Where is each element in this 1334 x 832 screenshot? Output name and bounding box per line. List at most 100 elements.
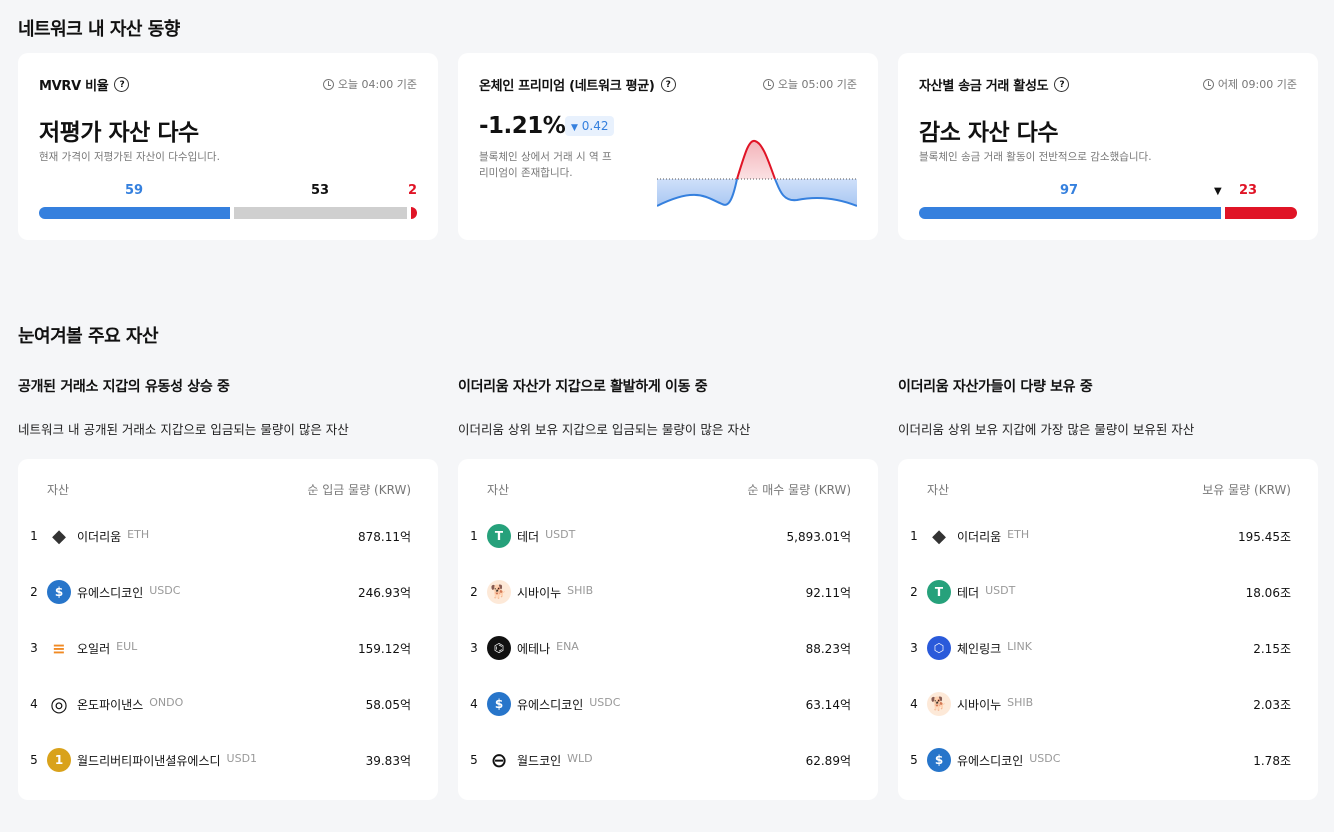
timestamp: 오늘 05:00 기준 [777,78,857,91]
increase-count: 23 [1239,183,1258,198]
list-description: 이더리움 상위 보유 지갑에 가장 많은 물량이 보유된 자산 [898,422,1195,437]
asset-symbol: USDC [149,583,181,597]
asset-symbol: EUL [116,639,138,653]
rank: 2 [30,585,38,599]
undervalued-segment [39,207,231,219]
table-row[interactable]: 5 1 월드리버티파이낸셜유에스디 USD1 39.83억 [18,746,438,774]
asset-name: 이더리움 [957,529,1002,544]
neutral-count: 53 [311,183,330,198]
asset-name: 테더 [517,529,540,544]
worldcoin-icon: ⊖ [487,748,511,772]
table-row[interactable]: 3 ⬡ 체인링크 LINK 2.15조 [898,634,1318,662]
section-title: 네트워크 내 자산 동향 [18,19,180,40]
help-icon[interactable]: ? [660,77,676,92]
asset-name: 에테나 [517,641,551,656]
column-header-asset: 자산 [47,483,70,497]
table-row[interactable]: 4 🐕 시바이누 SHIB 2.03조 [898,690,1318,718]
decrease-count: 97 [1060,183,1079,198]
table-row[interactable]: 4 $ 유에스디코인 USDC 63.14억 [458,690,878,718]
usdc-icon: $ [927,748,951,772]
rank: 2 [910,585,918,599]
asset-symbol: SHIB [1007,695,1034,709]
mvrv-card: MVRV 비율? 오늘 04:00 기준 저평가 자산 다수 현재 가격이 저평… [18,53,438,240]
asset-symbol: ONDO [149,695,184,709]
asset-symbol: USDT [985,583,1016,597]
help-icon[interactable]: ? [1054,77,1070,92]
column-header-asset: 자산 [927,483,950,497]
asset-value: 878.11억 [357,529,411,544]
asset-name: 시바이누 [957,697,1002,712]
section-title: 눈여겨볼 주요 자산 [18,326,159,347]
description: 현재 가격이 저평가된 자산이 다수입니다. [39,151,220,163]
decrease-segment [919,207,1222,219]
asset-name: 유에스디코인 [517,697,584,712]
rank: 3 [910,641,918,655]
list-description: 이더리움 상위 보유 지갑으로 입금되는 물량이 많은 자산 [458,422,751,437]
column-header-value: 순 매수 물량 (KRW) [747,483,851,497]
asset-table: 자산 순 매수 물량 (KRW) 1 T 테더 USDT 5,893.01억 2 🐕… [458,459,878,800]
table-row[interactable]: 4 ◎ 온도파이낸스 ONDO 58.05억 [18,690,438,718]
headline: 감소 자산 다수 [919,120,1058,146]
asset-value: 5,893.01억 [786,529,851,544]
table-row[interactable]: 2 🐕 시바이누 SHIB 92.11억 [458,578,878,606]
chainlink-icon: ⬡ [927,636,951,660]
tether-icon: T [927,580,951,604]
list-title: 공개된 거래소 지갑의 유동성 상승 중 [18,379,230,395]
table-row[interactable]: 1 T 테더 USDT 5,893.01억 [458,522,878,550]
usdc-icon: $ [47,580,71,604]
asset-value: 2.15조 [1253,641,1291,656]
undervalued-count: 59 [125,183,144,198]
activity-bar [919,207,1297,219]
rank: 5 [910,753,918,767]
table-row[interactable]: 3 ≡ 오일러 EUL 159.12억 [18,634,438,662]
asset-value: 18.06조 [1245,585,1291,600]
asset-table: 자산 보유 물량 (KRW) 1 ◆ 이더리움 ETH 195.45조 2 T 테더… [898,459,1318,800]
transfer-activity-card: 자산별 송금 거래 활성도? 어제 09:00 기준 감소 자산 다수 블록체인… [898,53,1318,240]
asset-symbol: LINK [1007,639,1032,653]
clock-icon [762,78,774,90]
asset-name: 유에스디코인 [77,585,144,600]
column-header-asset: 자산 [487,483,510,497]
negative-line [774,178,857,207]
shiba-icon: 🐕 [487,580,511,604]
asset-symbol: WLD [567,751,593,765]
rank: 4 [30,697,38,711]
marker-triangle-icon: ▼ [1214,186,1222,197]
table-row[interactable]: 5 $ 유에스디코인 USDC 1.78조 [898,746,1318,774]
asset-value: 159.12억 [357,641,411,656]
table-row[interactable]: 2 T 테더 USDT 18.06조 [898,578,1318,606]
card-title: 자산별 송금 거래 활성도 [919,79,1049,94]
table-row[interactable]: 2 $ 유에스디코인 USDC 246.93억 [18,578,438,606]
premium-card: 온체인 프리미엄 (네트워크 평균)? 오늘 05:00 기준 -1.21% ▼… [458,53,878,240]
table-row[interactable]: 5 ⊖ 월드코인 WLD 62.89억 [458,746,878,774]
table-row[interactable]: 1 ◆ 이더리움 ETH 878.11억 [18,522,438,550]
rank: 4 [910,697,918,711]
overvalued-segment [410,207,417,219]
down-triangle-icon: ▼ [571,123,578,133]
change-badge: ▼ 0.42 [565,116,615,136]
table-row[interactable]: 1 ◆ 이더리움 ETH 195.45조 [898,522,1318,550]
asset-name: 체인링크 [957,641,1002,656]
asset-symbol: ETH [1007,527,1030,541]
rank: 1 [910,529,918,543]
asset-value: 195.45조 [1237,529,1291,544]
euler-icon: ≡ [47,636,71,660]
clock-icon [322,78,334,90]
asset-symbol: ETH [127,527,150,541]
list-title: 이더리움 자산가들이 다량 보유 중 [898,379,1093,395]
ethena-icon: ⌬ [487,636,511,660]
asset-value: 1.78조 [1253,753,1291,768]
help-icon[interactable]: ? [114,77,130,92]
change-value: 0.42 [581,119,609,133]
table-row[interactable]: 3 ⌬ 에테나 ENA 88.23억 [458,634,878,662]
rank: 1 [30,529,38,543]
rank: 1 [470,529,478,543]
asset-value: 62.89억 [805,753,851,768]
rank: 5 [30,753,38,767]
asset-table: 자산 순 입금 물량 (KRW) 1 ◆ 이더리움 ETH 878.11억 2 $ … [18,459,438,800]
rank: 5 [470,753,478,767]
asset-symbol: USDC [589,695,621,709]
overvalued-count: 2 [407,183,417,198]
headline: -1.21% [479,113,566,139]
negative-line [657,178,738,207]
